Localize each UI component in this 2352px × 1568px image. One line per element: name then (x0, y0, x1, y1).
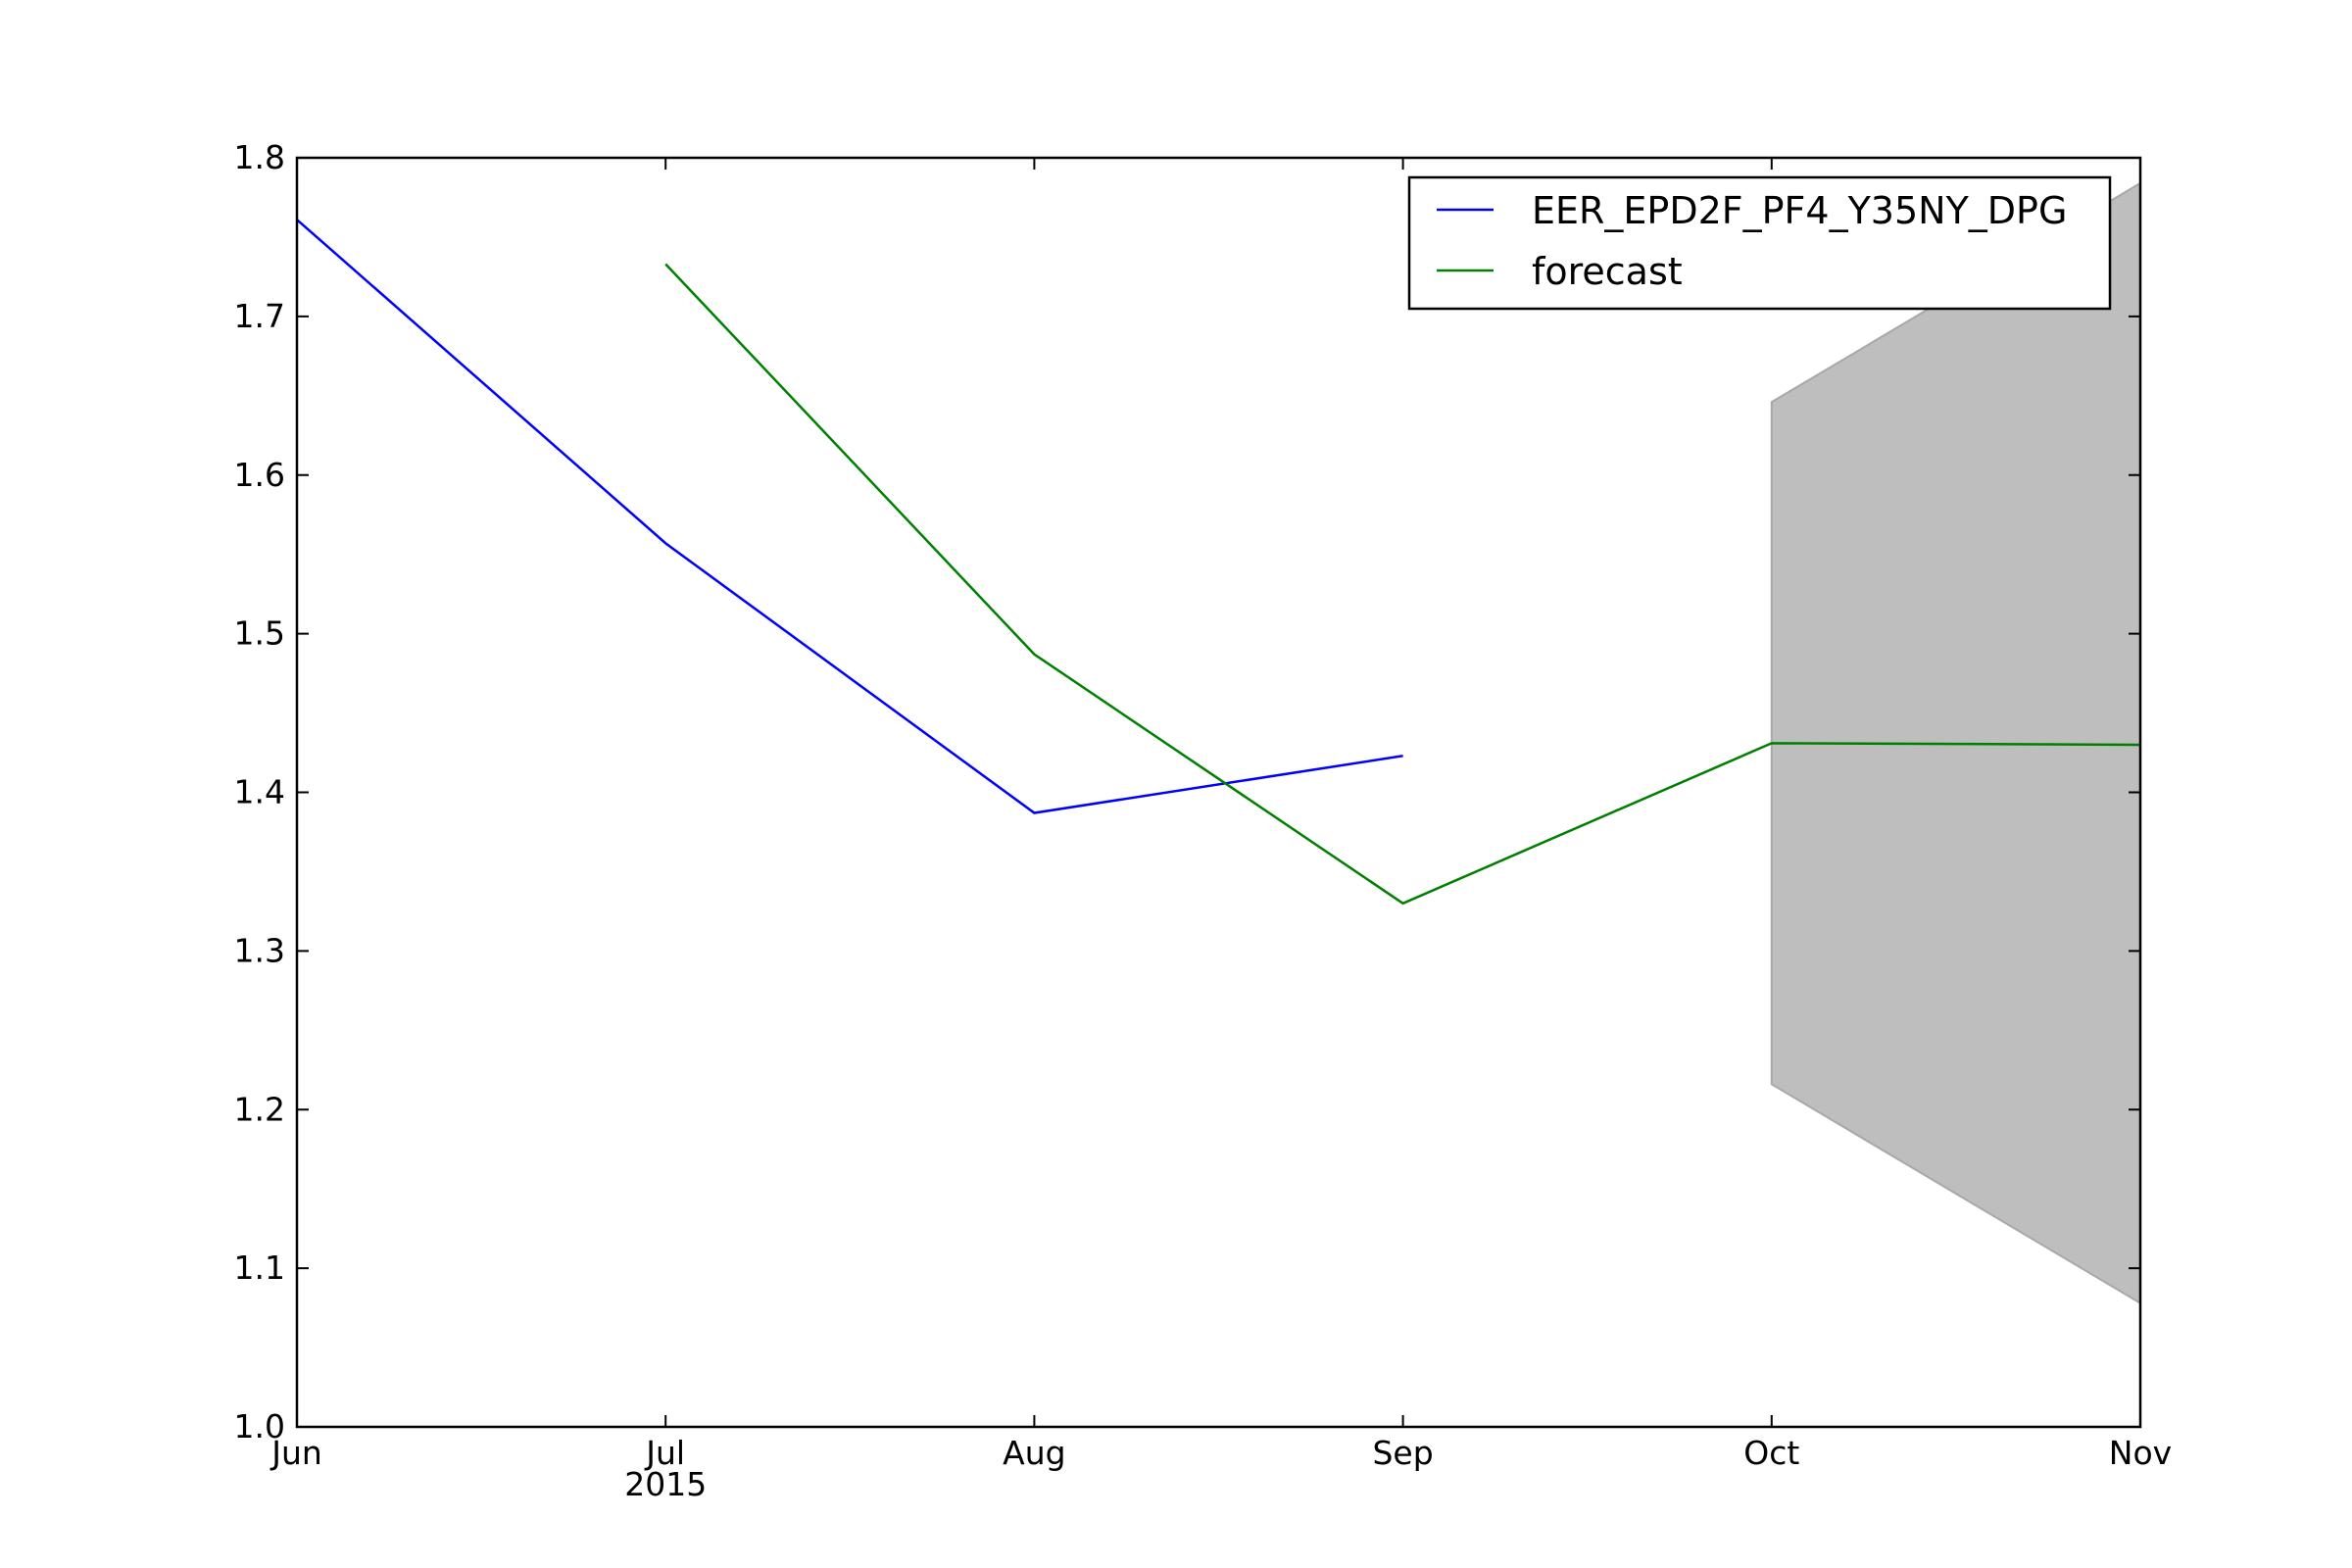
x-tick-label: Aug (1003, 1434, 1065, 1472)
legend-label-series-1: EER_EPD2F_PF4_Y35NY_DPG (1532, 189, 2067, 232)
y-tick-label: 1.3 (234, 931, 285, 969)
y-tick-label: 1.4 (234, 773, 285, 811)
x-tick-label: Jun (270, 1434, 322, 1472)
x-tick-label: Oct (1743, 1434, 1799, 1472)
x-tick-label: Nov (2109, 1434, 2172, 1472)
y-tick-label: 1.7 (234, 297, 285, 335)
series-line-1 (296, 219, 1403, 814)
x-tick-label: Sep (1372, 1434, 1433, 1472)
x-tick-label: Jul (644, 1434, 685, 1472)
ticks-layer: 1.0 1.1 1.2 1.3 1.4 1.5 1.6 1.7 1.8 Jun Jul Aug Sep O… (234, 138, 2173, 1503)
y-tick-label: 1.6 (234, 456, 285, 494)
y-tick-label: 1.5 (234, 614, 285, 653)
series-layer (296, 219, 2141, 906)
legend-box (1407, 175, 2112, 311)
series-line-2 (664, 263, 2141, 906)
y-tick-label: 1.8 (234, 138, 285, 176)
y-tick-label: 1.2 (234, 1090, 285, 1128)
x-year-label: 2015 (624, 1465, 707, 1503)
y-tick-label: 1.0 (234, 1407, 285, 1446)
legend-label-series-2: forecast (1532, 250, 1683, 293)
legend: EER_EPD2F_PF4_Y35NY_DPG forecast (1407, 175, 2112, 311)
y-tick-label: 1.1 (234, 1249, 285, 1287)
